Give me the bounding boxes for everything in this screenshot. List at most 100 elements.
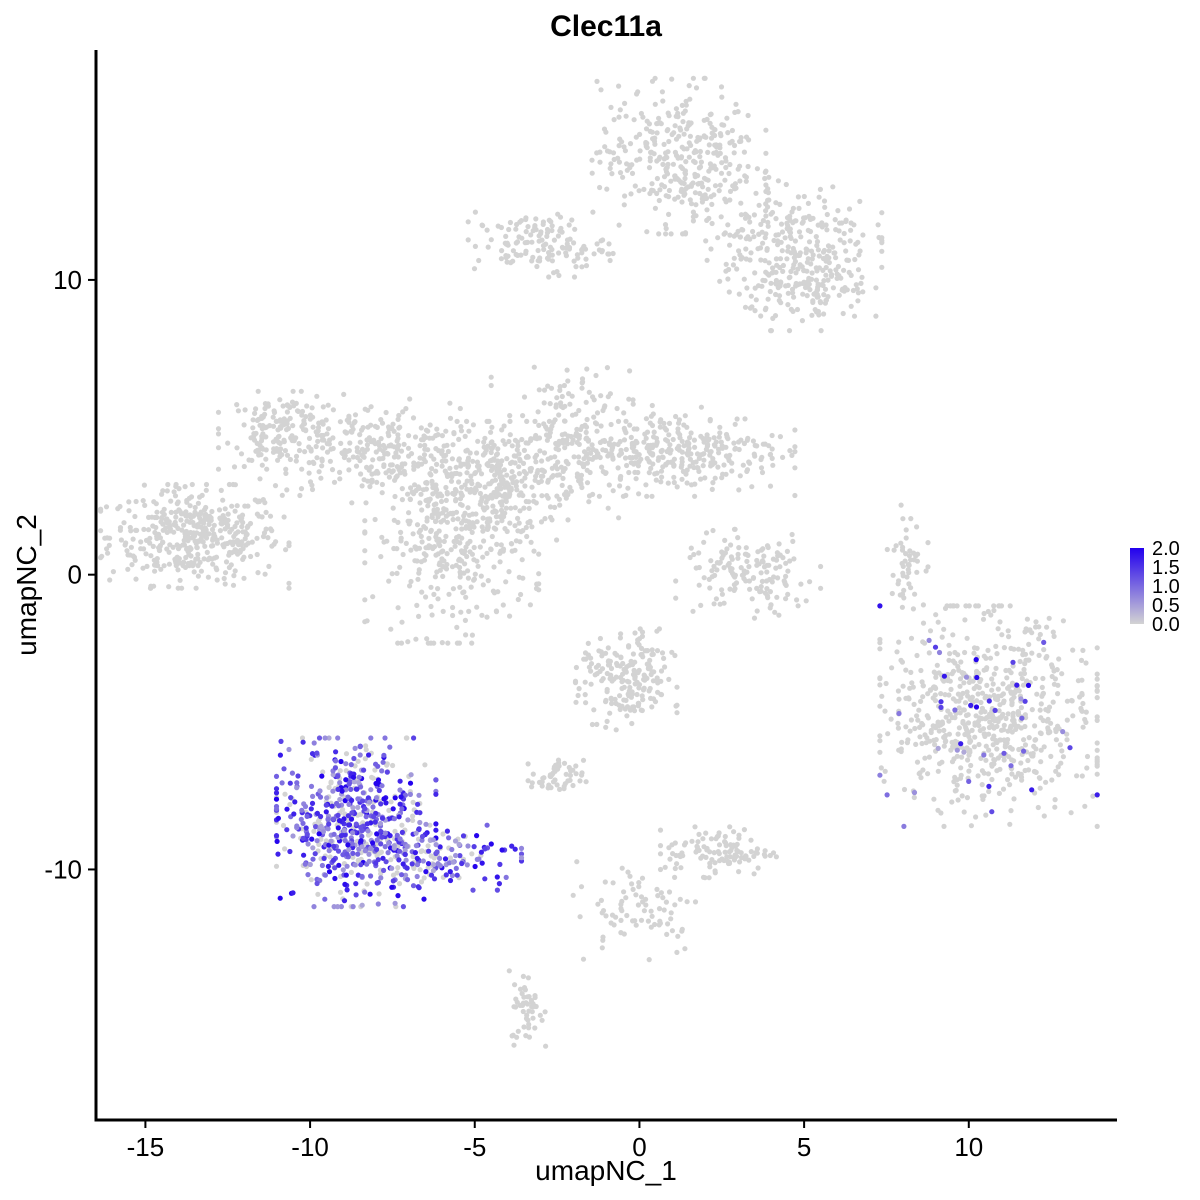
cell-point [323, 802, 329, 808]
cell-point [688, 545, 694, 551]
cell-point [759, 229, 765, 235]
cell-point [164, 516, 170, 522]
cell-point [554, 269, 560, 275]
cell-point [1026, 735, 1032, 741]
cell-point [679, 449, 685, 455]
cell-point [979, 782, 985, 788]
cell-point [221, 575, 227, 582]
cell-point [673, 852, 679, 859]
cell-point [180, 511, 186, 517]
cell-point [798, 234, 804, 240]
cell-point [506, 968, 512, 974]
cell-point [705, 149, 711, 155]
cell-point [509, 843, 515, 849]
cell-point [447, 415, 454, 421]
cell-point [708, 558, 714, 564]
cell-point [433, 468, 439, 474]
cell-point [512, 460, 518, 466]
cell-point [884, 792, 890, 798]
cell-point [966, 603, 972, 609]
cell-point [599, 666, 606, 672]
cell-point [1037, 631, 1043, 638]
cell-point [193, 585, 199, 591]
cell-point [693, 849, 699, 855]
cell-point [987, 714, 994, 720]
cell-point [492, 477, 499, 483]
cell-point [649, 402, 655, 409]
cell-point [743, 545, 749, 551]
cell-point [709, 568, 715, 574]
cell-point [470, 422, 476, 428]
cell-point [331, 843, 337, 849]
cell-point [1027, 627, 1033, 633]
cell-point [448, 547, 454, 553]
cell-point [346, 448, 352, 454]
cell-point [733, 101, 739, 107]
cell-point [774, 262, 780, 268]
cell-point [263, 456, 269, 462]
cell-point [378, 841, 384, 847]
cell-point [224, 524, 231, 530]
cell-point [901, 786, 908, 793]
cell-point [352, 862, 358, 868]
cell-point [618, 655, 624, 661]
cell-point [578, 480, 584, 486]
cell-point [409, 861, 415, 867]
cell-point [286, 540, 292, 546]
cell-point [1048, 720, 1054, 726]
cell-point [300, 739, 306, 745]
cell-point [993, 665, 999, 672]
cell-point [499, 502, 505, 508]
cell-point [605, 505, 611, 511]
cell-point [723, 431, 730, 438]
cell-point [337, 780, 343, 786]
cell-point [259, 514, 265, 520]
cell-point [693, 459, 699, 465]
cell-point [681, 192, 687, 198]
cell-point [347, 440, 353, 446]
cell-point [524, 418, 530, 424]
cell-point [458, 548, 465, 554]
cell-point [882, 708, 888, 714]
cell-point [733, 185, 739, 191]
cell-point [387, 462, 394, 468]
cell-point [600, 676, 606, 682]
cell-point [838, 275, 844, 281]
cell-point [1034, 691, 1040, 697]
cell-point [142, 502, 148, 508]
cell-point [439, 433, 445, 439]
cell-point [310, 793, 316, 800]
cell-point [941, 743, 947, 749]
cell-point [706, 875, 712, 881]
cell-point [615, 465, 621, 471]
cell-point [767, 452, 773, 458]
cell-point [386, 474, 392, 480]
cell-point [324, 431, 330, 437]
cell-point [731, 233, 737, 239]
cell-point [316, 469, 322, 475]
cell-point [413, 843, 419, 849]
cell-point [732, 526, 738, 532]
cell-point [621, 931, 627, 937]
cell-point [472, 863, 478, 870]
cell-point [503, 874, 509, 881]
cell-point [461, 589, 467, 595]
cell-point [784, 256, 790, 262]
cell-point [362, 806, 368, 812]
cell-point [644, 429, 651, 435]
cell-point [414, 602, 420, 609]
cell-point [771, 237, 777, 244]
cell-point [465, 540, 471, 547]
cell-point [506, 569, 512, 575]
cell-point [494, 486, 500, 492]
cell-point [138, 539, 144, 545]
cell-point [646, 458, 652, 464]
cell-point [710, 480, 716, 486]
cell-point [424, 479, 430, 486]
cell-point [663, 899, 670, 905]
cell-point [1064, 731, 1070, 737]
cell-point [563, 771, 569, 777]
cell-point [801, 267, 807, 273]
cell-point [185, 538, 191, 544]
cell-point [625, 869, 631, 875]
